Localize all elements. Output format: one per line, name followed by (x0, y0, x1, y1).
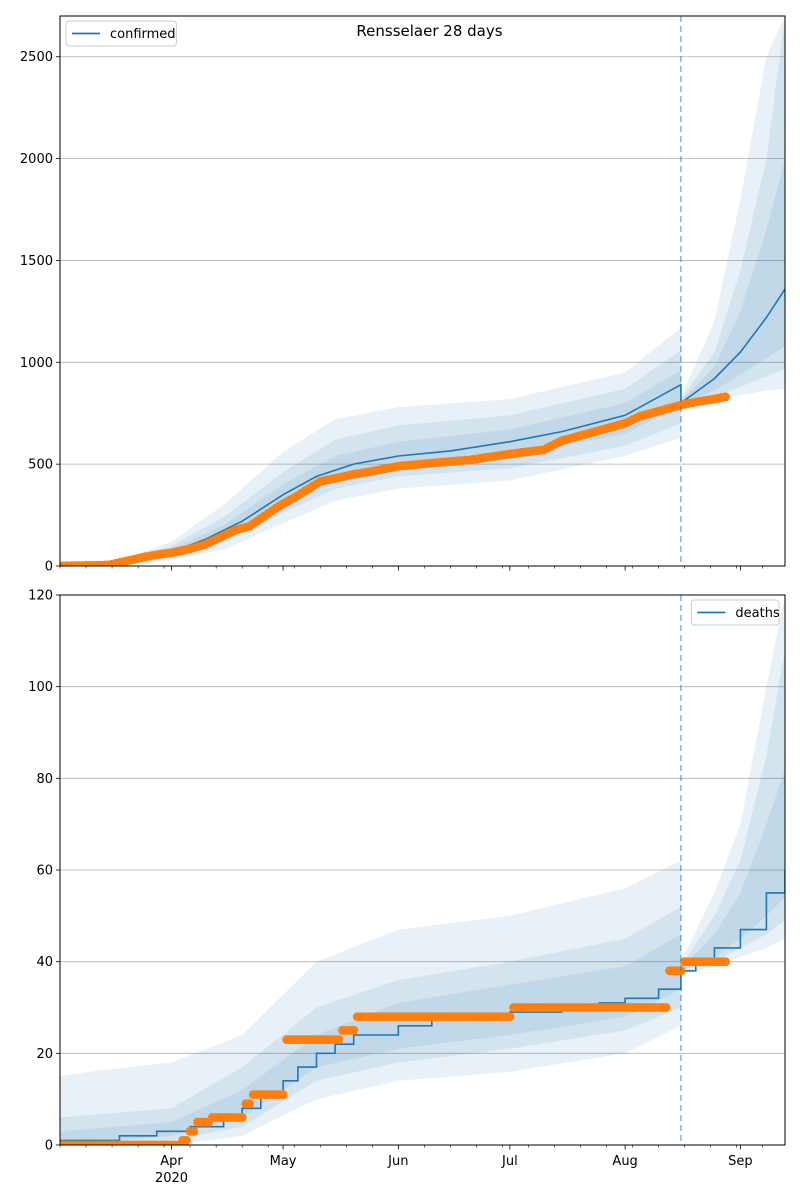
y-tick-label: 1000 (20, 356, 53, 371)
legend: confirmed (65, 20, 177, 47)
confidence-band (60, 906, 681, 1145)
x-tick-label: Aug (612, 1154, 637, 1169)
confidence-band (680, 16, 785, 406)
y-tick-label: 2000 (20, 152, 53, 167)
y-tick-label: 0 (45, 560, 53, 575)
observed-point (189, 1126, 199, 1136)
plot-area (60, 16, 785, 566)
observed-point (237, 1113, 247, 1122)
plot-area (60, 595, 785, 1145)
confidence-band (680, 650, 785, 971)
confirmed-panel: 0 500 1000 1500 2000 2500 Rensselaer 28 days co… (20, 15, 786, 575)
observed-point (721, 957, 730, 967)
observed-point (349, 1025, 359, 1035)
confidence-band (60, 860, 681, 1145)
confidence-band (680, 595, 785, 976)
y-tick-label: 100 (28, 680, 53, 695)
observed-point (334, 1035, 344, 1045)
confidence-band (60, 327, 681, 566)
confidence-band (680, 16, 785, 405)
axes-frame (59, 15, 786, 567)
observed-point (661, 1003, 671, 1012)
observed-point (721, 392, 730, 402)
confidence-band (680, 158, 785, 404)
observed-point (245, 1099, 255, 1109)
legend: deaths (690, 599, 780, 626)
x-tick-label: May (270, 1154, 297, 1169)
legend-label: confirmed (110, 27, 176, 42)
y-tick-label: 1500 (20, 254, 53, 269)
y-tick-label: 60 (36, 864, 53, 879)
y-tick-label: 20 (36, 1047, 53, 1062)
chart-title: Rensselaer 28 days (356, 22, 502, 40)
observed-point (181, 1135, 191, 1145)
y-tick-label: 40 (36, 955, 53, 970)
legend-box (690, 599, 780, 626)
y-tick-label: 2500 (20, 50, 53, 65)
y-tick-label: 80 (36, 772, 53, 787)
x-tick-label: Apr (160, 1154, 183, 1169)
y-tick-label: 120 (28, 589, 53, 604)
legend-label: deaths (735, 606, 780, 621)
confidence-band (60, 350, 681, 566)
deaths-panel: 0 20 40 60 80 100 120 Apr 2020 May Jun Jul Aug Sep dea… (28, 589, 786, 1186)
legend-box (65, 20, 177, 47)
observed-point (505, 1012, 515, 1022)
observed-point (278, 1090, 288, 1100)
y-tick-label: 500 (28, 458, 53, 473)
x-year-label: 2020 (155, 1171, 188, 1186)
confidence-band (60, 934, 681, 1145)
x-tick-label: Jun (387, 1154, 408, 1169)
confidence-band (680, 769, 785, 971)
x-tick-label: Sep (728, 1154, 753, 1169)
y-tick-label: 0 (45, 1139, 53, 1154)
x-tick-label: Jul (501, 1154, 518, 1169)
